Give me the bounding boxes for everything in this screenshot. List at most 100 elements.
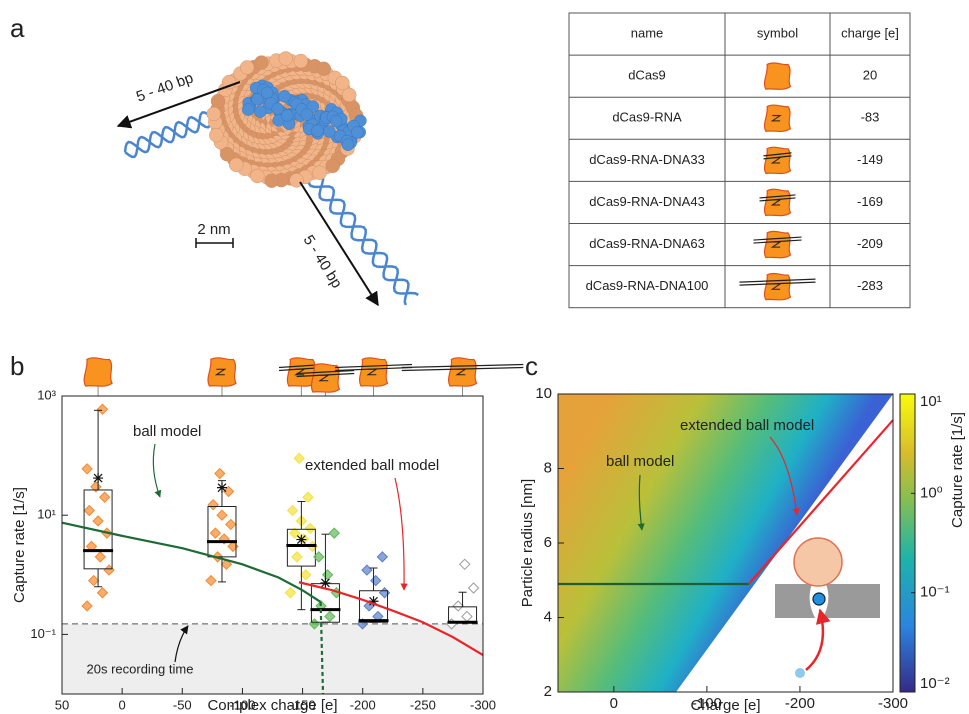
plot-frame: [61, 395, 484, 695]
data-point: [92, 515, 104, 527]
residue: [325, 158, 340, 174]
arrow: [116, 81, 241, 129]
x-tick-label: -200: [785, 695, 815, 712]
table-cell: -169: [857, 194, 883, 209]
symbol-dna: [759, 197, 796, 202]
residue: [229, 157, 244, 173]
annotation: extended ball model: [680, 417, 814, 434]
annotation: 5 - 40 bp: [134, 69, 195, 105]
colorbar-tick-label: 10⁰: [920, 484, 943, 501]
table-cell: 20: [863, 68, 877, 83]
residue: [206, 106, 221, 122]
residue: [219, 147, 235, 162]
data-point: [87, 574, 100, 587]
table-cell: -283: [857, 278, 883, 293]
data-point: [214, 467, 226, 480]
annotation: ball model: [133, 423, 201, 440]
x-tick-label: -100: [229, 697, 255, 712]
arrow: [299, 181, 379, 307]
nucleotide: [311, 124, 324, 137]
symbol-rna: [214, 368, 227, 376]
symbol-blob: [447, 357, 478, 387]
model-line: [298, 581, 484, 657]
x-axis-label: Complex charge [e]: [207, 697, 337, 714]
symbol-dna: [296, 369, 355, 375]
x-tick-label: -50: [173, 697, 192, 712]
nucleotide: [351, 126, 364, 139]
residue: [254, 55, 269, 70]
symbol-blob: [763, 230, 792, 259]
arrow: [637, 474, 645, 531]
symbol-blob: [763, 272, 792, 301]
data-point: [289, 527, 301, 539]
residue: [250, 168, 265, 184]
data-point: [291, 551, 303, 563]
y-tick-label: 10⁻¹: [30, 626, 56, 641]
residue: [312, 165, 327, 180]
x-tick-label: 0: [610, 695, 618, 712]
annotation: extended ball model: [305, 457, 439, 474]
data-point: [300, 569, 312, 581]
nucleotide: [251, 93, 264, 106]
heatmap: [558, 394, 893, 692]
table-cell: dCas9-RNA-DNA33: [589, 152, 705, 167]
table-cell: dCas9-RNA-DNA43: [589, 194, 705, 209]
colorbar-tick-label: 10⁻²: [920, 675, 950, 692]
data-point: [81, 600, 93, 612]
symbol-blob: [310, 363, 341, 393]
nucleotide: [254, 105, 267, 118]
table-cell: -149: [857, 152, 883, 167]
data-point: [328, 527, 340, 539]
colorbar-frame: [899, 393, 916, 693]
table-cell: dCas9-RNA-DNA100: [586, 278, 709, 293]
arrow: [152, 443, 162, 498]
nucleotide: [300, 108, 314, 121]
symbol-dna: [401, 366, 524, 372]
y-tick-label: 2: [544, 683, 552, 700]
data-point: [207, 498, 219, 511]
x-tick-label: 0: [119, 697, 126, 712]
data-point: [209, 527, 222, 539]
y-tick-label: 10¹: [37, 507, 56, 522]
model-line: [747, 419, 894, 585]
box: [83, 489, 113, 570]
table-cell: dCas9-RNA-DNA63: [589, 236, 705, 251]
box: [359, 590, 389, 623]
arrow: [174, 625, 189, 663]
recording-limit-area: [62, 623, 483, 694]
residue: [316, 61, 331, 77]
table-cell: dCas9-RNA: [612, 110, 682, 125]
nucleotide: [281, 109, 294, 122]
y-tick-label: 4: [544, 608, 552, 625]
symbol-dna: [763, 152, 792, 157]
colorbar-tick-label: 10¹: [920, 393, 942, 410]
mean: [216, 482, 227, 493]
table: name symbol charge [e] dCas9 20 dCas9-RNA -83 d…: [568, 12, 911, 309]
symbol-blob: [763, 104, 792, 133]
x-tick-label: -100: [692, 695, 722, 712]
data-point: [467, 582, 480, 594]
residue: [209, 127, 224, 143]
data-point: [370, 574, 382, 587]
nucleotide: [242, 103, 255, 116]
dna-helix: [296, 158, 419, 306]
data-point: [361, 564, 373, 576]
nucleotide: [278, 90, 291, 103]
symbol-dna: [335, 363, 412, 369]
residue: [264, 173, 279, 188]
symbol-dna: [335, 366, 412, 372]
residue: [210, 94, 226, 109]
symbol-dna: [401, 363, 524, 369]
data-point: [461, 610, 473, 623]
residue: [239, 60, 255, 75]
arrow: [394, 477, 408, 591]
y-tick-label: 10: [535, 385, 552, 402]
data-point: [222, 485, 235, 498]
table-header: symbol: [757, 25, 798, 40]
mean: [296, 534, 307, 545]
data-point: [376, 551, 389, 563]
x-tick-label: -300: [470, 697, 496, 712]
symbol-dna: [763, 155, 792, 160]
y-tick-label: 6: [544, 534, 552, 551]
